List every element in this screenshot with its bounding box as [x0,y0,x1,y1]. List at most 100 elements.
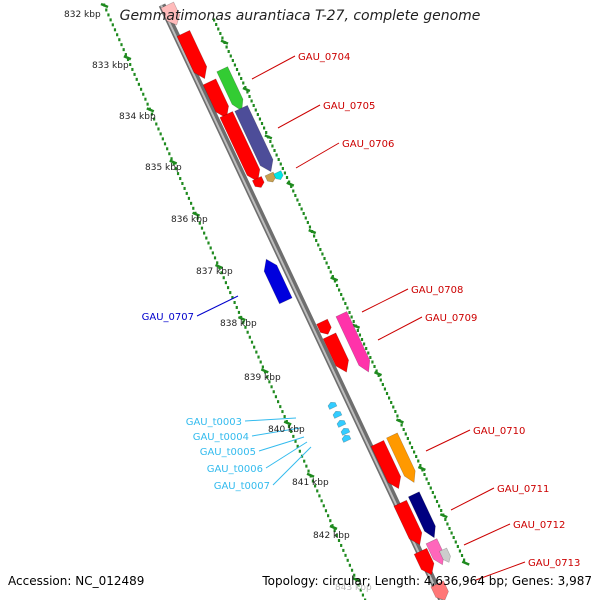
tick-dot [126,58,130,62]
tick-label: 837 kbp [196,267,233,277]
tick-dot [122,48,125,52]
tick-dot [279,405,282,409]
gene-gau-0705 [234,104,274,173]
callout-gau-0710-leader [425,429,471,452]
tick-label: 833 kbp [92,61,129,71]
tick-dot [338,288,341,292]
trna-6 [340,427,351,436]
label-callouts: GAU_0704 GAU_0705 GAU_0706 GAU_0708 GAU_0709… [142,52,580,581]
callout-gau-t0007-label: GAU_t0007 [214,481,270,492]
tick-dot [224,281,227,285]
tick-dot [203,231,206,235]
tick-dot [333,529,336,533]
gene-tan [264,171,276,183]
tick-major [123,55,132,61]
tick-dot [340,543,343,547]
callout-gau-t0007-leader [272,446,312,486]
tick-major [146,107,155,113]
tick-dot [244,86,247,89]
tick-dot [237,310,241,314]
trna-3 [327,401,338,410]
tick-dot [306,221,309,224]
gene-cds-shape [370,439,402,490]
callout-gau-0712-label: GAU_0712 [513,520,565,531]
tick-dot [385,392,389,395]
tick-label: 835 kbp [145,163,182,173]
tick-dot [303,459,306,463]
tick-dot [225,45,228,49]
tick-dot [183,186,186,190]
tick-dot [373,365,376,368]
tick-dot [429,486,432,490]
tick-dot [315,239,318,242]
tick-major [286,181,295,187]
callout-gau-0706-leader [295,142,340,169]
tick-dot [135,77,138,81]
tick-dot [329,519,332,523]
callout-gau-0705-label: GAU_0705 [323,101,375,112]
tick-dot [220,271,223,275]
tick-dot [454,540,457,544]
tick-dot [124,53,127,57]
gene-navy [407,491,436,539]
callout-gau-0709-label: GAU_0709 [425,313,477,324]
tick-dot [105,8,108,12]
gene-gau-0713-shape [413,547,435,576]
accession-label: Accession: NC_012489 [8,574,145,588]
tick-dot [298,203,301,206]
tick-dot [116,33,119,37]
tick-dot [363,342,366,346]
tick-dot [346,306,349,310]
tick-label: 841 kbp [292,478,329,488]
tick-dot [213,18,216,22]
tick-dot [290,185,293,188]
feature-track [160,1,451,600]
tick-dot [375,369,378,373]
tick-dot [300,207,303,211]
tick-dot [427,482,430,485]
callout-gau-0705-leader [277,104,321,129]
tick-dot [369,356,372,359]
tick-dot [283,415,286,419]
tick-label: 834 kbp [119,112,156,122]
tick-dot [269,140,272,143]
tick-dot [205,236,208,240]
tick-dot [327,266,330,269]
tick-dot [344,302,347,305]
gene-gau-0713 [413,547,435,576]
tick-dot [170,157,173,161]
tick-dot [353,573,356,577]
gene-grey [439,547,451,563]
tick-dot [157,127,160,131]
tick-dot [419,464,422,467]
tick-dot [266,375,269,379]
tick-label: 842 kbp [313,531,350,541]
tick-labels: 832 kbp 833 kbp 834 kbp 835 kbp 836 kbp 837 k… [64,10,372,593]
tick-dot [259,360,262,364]
tick-dot [133,72,136,76]
tick-dot [410,446,414,449]
tick-dot [181,182,184,185]
gene-gau-0711-shape [393,499,423,546]
gene-navy-shape [407,491,436,539]
tick-dot [179,177,182,181]
tick-dot [348,563,351,567]
tick-dot [423,473,426,476]
gene-cyan [273,170,284,180]
tick-dot [213,256,217,260]
trna-5 [336,419,347,428]
tick-dot [244,325,247,329]
gene-cds-shape [322,332,349,373]
tick-dot [261,365,264,369]
genome-summary-label: Topology: circular; Length: 4,636,964 bp… [262,574,592,588]
tick-dot [408,441,412,445]
tick-dot [365,347,368,350]
tick-major [169,159,178,165]
tick-dot [275,153,278,157]
gene-gau-0708 [316,318,332,335]
tick-major [283,420,292,426]
callout-gau-0706-label: GAU_0706 [342,139,394,150]
map-title: Gemmatimonas aurantiaca T-27, complete g… [119,8,481,24]
tick-dot [323,257,326,260]
tick-track-left [100,2,367,600]
